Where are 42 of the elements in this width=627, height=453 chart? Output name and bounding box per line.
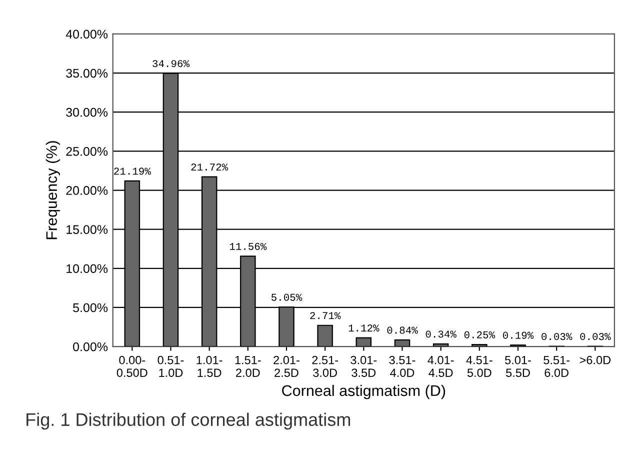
data-label: 1.12% — [348, 324, 380, 332]
x-axis-title: Corneal astigmatism (D) — [282, 384, 446, 400]
data-label: 0.19% — [503, 332, 534, 339]
x-tick-label: 5.51- 6.0D — [544, 356, 570, 377]
bar — [394, 339, 410, 347]
data-label: 0.84% — [387, 326, 418, 334]
y-tick-label: 15.00% — [66, 225, 108, 234]
data-label: 0.03% — [580, 333, 611, 340]
x-tick-label: 1.51- 2.0D — [235, 356, 261, 377]
data-label: 5.05% — [272, 294, 302, 301]
data-label: 21.19% — [114, 168, 151, 175]
y-axis-title: Frequency (%) — [46, 141, 60, 240]
x-tick-label: 4.01- 4.5D — [428, 356, 454, 377]
bar — [432, 343, 449, 347]
y-tick-label: 10.00% — [66, 264, 108, 274]
data-label: 0.25% — [464, 331, 496, 338]
x-tick-label: 4.51- 5.0D — [466, 356, 492, 377]
x-tick-label: 0.00- 0.50D — [116, 356, 148, 377]
data-label: 0.03% — [542, 333, 572, 340]
data-label: 21.72% — [191, 164, 228, 171]
y-tick-label: 35.00% — [66, 68, 108, 78]
x-tick-label: 0.51- 1.0D — [158, 356, 184, 377]
data-label: 2.71% — [310, 312, 341, 320]
y-tick-label: 40.00% — [66, 30, 108, 39]
bar — [356, 337, 372, 347]
x-tick-label: 1.01- 1.5D — [196, 356, 222, 377]
y-tick-label: 30.00% — [66, 108, 108, 117]
x-tick-label: 5.01- 5.5D — [505, 356, 531, 377]
bar — [317, 324, 333, 347]
x-tick-label: 2.01- 2.5D — [274, 356, 300, 377]
x-tick-label: >6.0D — [580, 356, 611, 364]
y-tick-label: 25.00% — [66, 146, 108, 156]
data-label: 34.96% — [152, 60, 190, 68]
data-label: 0.34% — [426, 330, 456, 338]
x-tick-label: 2.51- 3.0D — [312, 356, 338, 377]
y-tick-label: 0.00% — [73, 342, 108, 352]
x-tick-label: 3.01- 3.5D — [350, 356, 377, 377]
caption: Fig. 1 Distribution of corneal astigmatism — [26, 412, 350, 430]
x-tick-label: 3.51- 4.0D — [389, 356, 416, 377]
y-tick-label: 20.00% — [66, 186, 108, 195]
y-tick-label: 5.00% — [73, 303, 108, 312]
data-label: 11.56% — [230, 242, 267, 250]
